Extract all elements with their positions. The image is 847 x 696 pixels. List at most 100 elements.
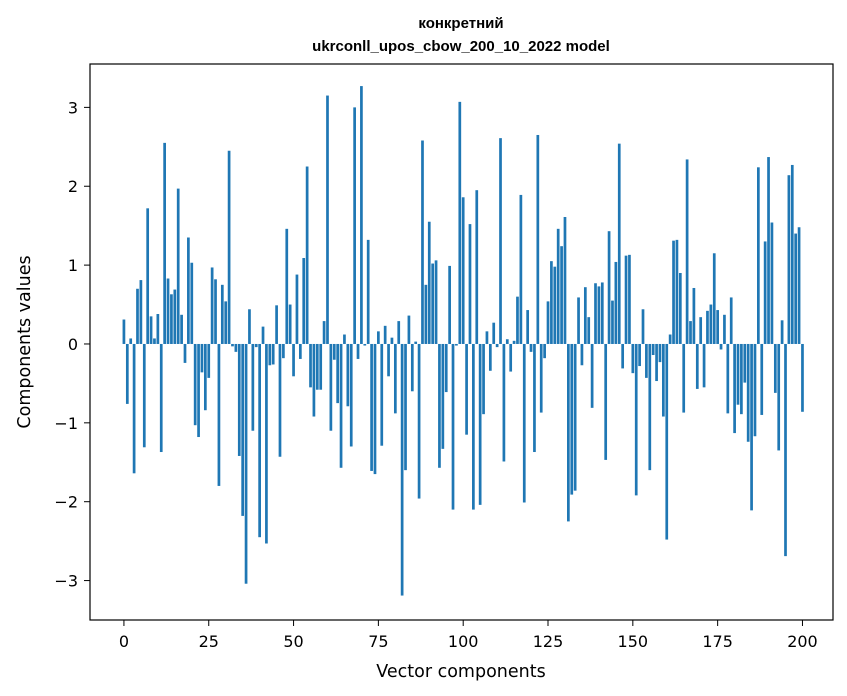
bar-150 (631, 343, 635, 374)
bar-1 (125, 343, 129, 404)
bar-33 (234, 343, 238, 352)
x-tick-label-100: 100 (448, 632, 479, 651)
bar-55 (309, 343, 312, 388)
bar-99 (458, 101, 462, 344)
bar-184 (746, 343, 750, 442)
bar-78 (387, 343, 390, 377)
bar-28 (217, 343, 221, 486)
bar-128 (556, 228, 560, 344)
bar-38 (251, 343, 255, 431)
bar-155 (648, 343, 652, 471)
bar-189 (763, 241, 767, 344)
bar-17 (180, 314, 183, 344)
bar-98 (455, 343, 458, 346)
bar-196 (787, 175, 791, 344)
bar-199 (797, 227, 801, 344)
bar-114 (509, 343, 513, 372)
bar-95 (444, 343, 448, 393)
x-tick-label-150: 150 (618, 632, 649, 651)
bar-76 (380, 343, 384, 446)
bar-45 (275, 305, 278, 344)
bar-187 (757, 167, 760, 344)
bar-64 (339, 343, 343, 468)
bar-51 (295, 274, 299, 344)
bar-72 (366, 239, 370, 344)
bar-148 (624, 255, 628, 344)
bar-171 (702, 343, 706, 388)
bar-88 (421, 140, 424, 344)
bar-24 (203, 343, 207, 411)
bar-90 (427, 221, 431, 344)
bar-138 (590, 343, 594, 408)
bar-6 (142, 343, 146, 448)
bar-118 (522, 343, 526, 503)
bar-127 (553, 266, 557, 344)
bar-139 (594, 283, 597, 344)
bar-170 (699, 317, 703, 344)
bar-136 (583, 287, 587, 344)
bar-59 (322, 321, 326, 344)
bar-97 (451, 343, 455, 510)
bar-143 (607, 231, 611, 344)
bar-5 (139, 280, 143, 344)
bar-129 (560, 246, 563, 344)
bar-52 (298, 343, 302, 359)
bar-37 (248, 309, 251, 344)
bar-123 (539, 343, 543, 413)
bar-107 (485, 331, 489, 344)
bar-122 (536, 134, 540, 344)
bar-164 (678, 272, 682, 344)
bar-140 (597, 286, 601, 344)
bar-126 (550, 261, 553, 344)
bar-74 (373, 343, 377, 475)
y-axis-ticks: −3 −2 −1 0 1 2 3 (54, 98, 90, 591)
bar-125 (546, 301, 550, 344)
bar-93 (438, 343, 441, 468)
bar-193 (777, 343, 781, 451)
x-axis-label: Vector components (376, 662, 545, 682)
y-tick-label-1: 1 (68, 256, 78, 275)
bar-111 (499, 138, 502, 344)
bar-4 (136, 288, 139, 344)
bar-67 (349, 343, 353, 447)
bar-101 (465, 343, 468, 435)
bar-134 (577, 297, 580, 344)
bar-75 (377, 331, 380, 344)
bar-172 (706, 310, 709, 344)
bar-12 (163, 142, 166, 344)
bar-85 (410, 343, 414, 392)
bar-160 (665, 343, 669, 540)
bar-132 (570, 343, 574, 495)
bar-161 (668, 334, 672, 344)
bar-194 (780, 320, 784, 344)
bar-176 (719, 343, 723, 350)
bar-165 (682, 343, 686, 413)
y-tick-label-3: 3 (68, 98, 78, 117)
bar-69 (356, 343, 360, 359)
x-tick-label-0: 0 (119, 632, 129, 651)
bar-124 (543, 343, 546, 359)
bar-145 (614, 261, 618, 344)
bar-154 (645, 343, 648, 378)
bar-60 (326, 95, 329, 344)
bar-197 (790, 164, 794, 344)
bar-191 (770, 222, 774, 344)
bar-83 (404, 343, 407, 471)
bar-89 (424, 284, 428, 344)
bar-147 (621, 343, 625, 369)
y-tick-label--3: −3 (54, 572, 78, 591)
bar-40 (258, 343, 261, 538)
bar-42 (265, 343, 268, 544)
bar-131 (567, 343, 570, 522)
bar-157 (655, 343, 658, 382)
bar-135 (580, 343, 584, 366)
bar-56 (312, 343, 316, 417)
bar-178 (726, 343, 730, 414)
bar-104 (475, 190, 479, 344)
bar-100 (461, 197, 465, 344)
bar-200 (801, 343, 804, 412)
bar-166 (685, 159, 689, 344)
y-axis-label: Components values (15, 255, 35, 428)
bar-20 (190, 262, 194, 344)
bar-105 (478, 343, 482, 505)
